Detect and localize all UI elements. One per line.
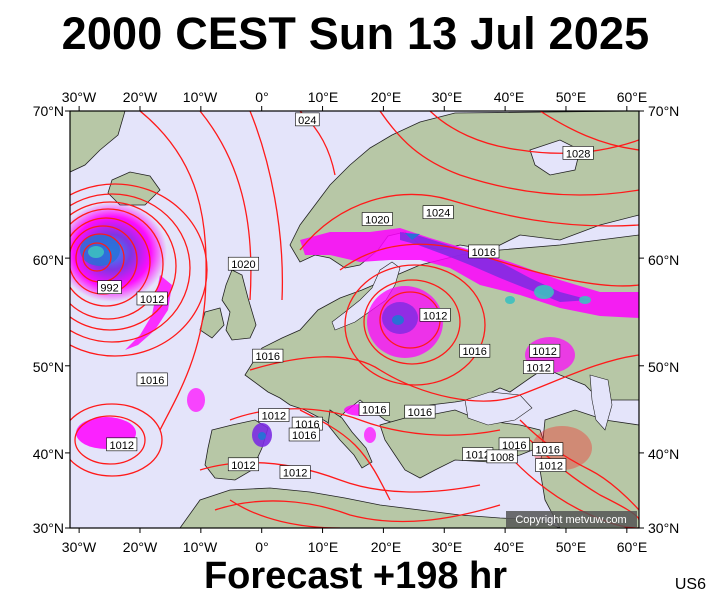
lat-labels-left: 70°N 60°N 50°N 40°N 30°N [33,103,64,536]
isobar-label: 1016 [532,442,564,457]
lon-label: 60°E [617,539,648,555]
model-label: US6 [674,576,706,593]
lon-label: 0° [255,539,268,555]
isobar-label: 1016 [136,372,168,387]
inland-seas [331,261,613,431]
lon-labels-top: 30°W 20°W 10°W 0° 10°E 20°E 30°E 40°E 50… [62,89,647,105]
isobar-value: 1012 [231,460,255,472]
lon-label: 0° [255,89,268,105]
lat-label: 70°N [33,103,64,119]
lon-label: 30°W [62,89,97,105]
isobar-label: 1016 [358,402,390,417]
isobar-value: 1008 [490,452,514,464]
lat-label: 70°N [648,103,679,119]
lat-label: 50°N [33,359,64,375]
isobar-label: 1012 [136,291,168,306]
lon-label: 10°E [308,539,339,555]
isobar-label: 1012 [258,408,290,423]
isobar-label: 1016 [459,343,491,358]
lon-label: 20°W [123,89,158,105]
lon-label: 10°W [183,539,218,555]
isobar-label: 1012 [529,343,561,358]
isobar-value: 992 [100,283,118,295]
isobar-label: 1016 [498,437,530,452]
lon-label: 40°E [494,539,525,555]
isobar-value: 1020 [231,259,255,271]
isobar-label: 1016 [404,404,436,419]
isobar-label: 1012 [227,457,259,472]
lat-label: 60°N [33,252,64,268]
isobar-label: 1016 [288,427,320,442]
lon-label: 20°E [371,539,402,555]
isobar-value: 1016 [462,346,486,358]
isobar-label: 1016 [252,348,284,363]
isobar-label: 1020 [361,212,393,227]
isobar-label: 1024 [422,205,454,220]
lon-label: 20°W [123,539,158,555]
copyright-text: Copyright metvuw.com [515,514,626,526]
lon-label: 40°E [494,89,525,105]
lat-labels-right: 70°N 60°N 50°N 40°N 30°N [648,103,679,536]
isobar-value: 1016 [502,440,526,452]
lon-label: 30°E [432,89,463,105]
map-frame [69,110,640,529]
isobar-value: 1012 [423,310,447,322]
isobar-value: 1016 [535,445,559,457]
lon-label: 50°E [556,539,587,555]
axis-tick-marks [65,106,644,533]
lat-label: 30°N [33,520,64,536]
lon-label: 20°E [371,89,402,105]
isobar-value: 1028 [566,148,590,160]
isobar-value: 1012 [465,450,489,462]
isobar-value: 1012 [526,363,550,375]
copyright-badge: Copyright metvuw.com [506,511,637,527]
lat-label: 30°N [648,520,679,536]
isobar-label: 1012 [419,308,451,322]
lon-label: 60°E [617,89,648,105]
isobar-value: 1016 [362,405,386,417]
isobar-label: 1012 [535,458,567,473]
isobar-value: 1016 [292,430,316,442]
lat-label: 50°N [648,359,679,375]
isobar-value: 1016 [408,407,432,419]
chart-title: 2000 CEST Sun 13 Jul 2025 [61,8,650,59]
isobar-label: 024 [295,112,320,127]
lon-label: 10°E [308,89,339,105]
isobar-value: 1024 [426,208,450,220]
isobar-labels: 9921012101610121020024102810241020101610… [97,112,594,480]
isobar-value: 1012 [140,294,164,306]
lat-label: 40°N [33,446,64,462]
lat-label: 60°N [648,252,679,268]
lon-label: 50°E [556,89,587,105]
isobar-value: 1012 [539,461,563,473]
forecast-label: Forecast +198 hr [203,555,508,597]
isobar-label: 1012 [523,360,555,375]
lon-label: 30°E [432,539,463,555]
precipitation-europe-band [300,228,639,470]
isobar-value: 024 [298,115,316,127]
lat-label: 40°N [648,446,679,462]
lon-label: 10°W [183,89,218,105]
isobar-value: 1016 [256,351,280,363]
isobar-label: 1020 [227,256,259,271]
isobar-value: 1016 [140,375,164,387]
isobar-label: 1008 [486,449,518,464]
lon-labels-bottom: 30°W 20°W 10°W 0° 10°E 20°E 30°E 40°E 50… [62,539,647,555]
isobar-value: 1012 [262,411,286,423]
isobar-label: 992 [97,280,122,295]
lon-label: 30°W [62,539,97,555]
isobar-value: 1016 [472,247,496,259]
isobar-label: 1028 [562,146,594,160]
isobar-value: 1020 [365,215,389,227]
isobar-value: 1012 [109,440,133,452]
isobar-value: 1012 [283,468,307,480]
isobar-value: 1012 [532,346,556,358]
isobar-label: 1012 [462,447,494,462]
isobar-label: 1016 [468,244,500,259]
isobar-label: 1012 [106,437,138,452]
isobar-label: 1012 [279,465,311,480]
